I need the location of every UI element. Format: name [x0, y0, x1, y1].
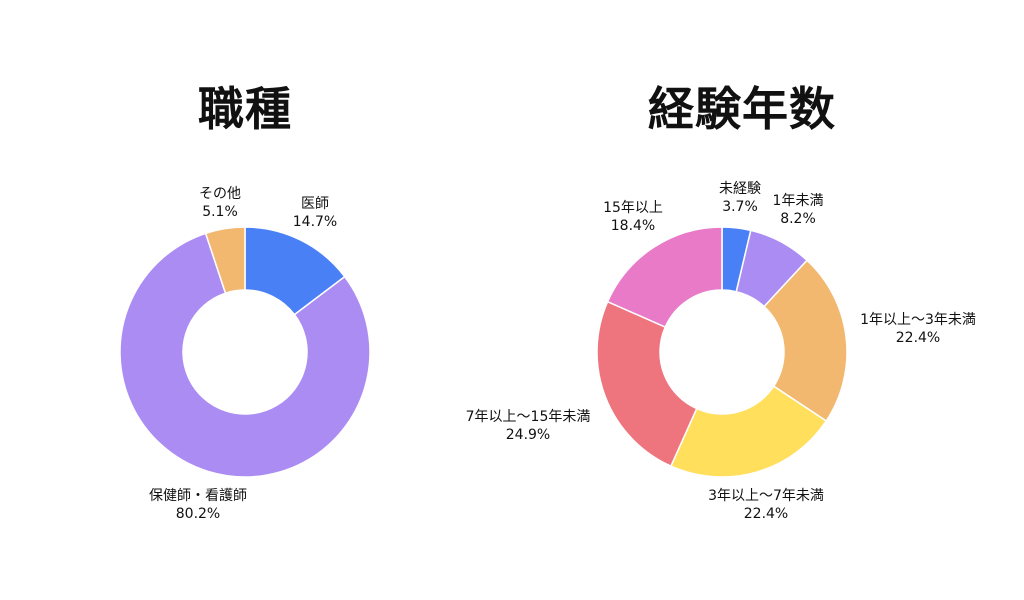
slice-label: その他 5.1% [199, 186, 241, 220]
pie-slice [606, 226, 723, 329]
slice-label: 未経験 3.7% [719, 181, 761, 215]
pie-slice [119, 232, 371, 478]
pie-slice [596, 300, 698, 468]
donut-chart-1: 未経験 3.7% 1年未満 8.2% 1年以上～3年未満 22.4% 3年以上～7年未満 22… [466, 181, 976, 522]
chart-title-occupation: 職種 [198, 82, 292, 136]
pie-slice [763, 259, 848, 422]
chart-title-experience: 経験年数 [648, 82, 836, 136]
donut-chart-0: 医師 14.7% 保健師・看護師 80.2% その他 5.1% [119, 186, 371, 522]
slice-label: 15年以上 18.4% [603, 200, 663, 234]
slice-label: 3年以上～7年未満 22.4% [708, 488, 824, 522]
slice-label: 1年未満 8.2% [773, 193, 824, 227]
slice-label: 7年以上～15年未満 24.9% [466, 409, 591, 443]
slice-label: 保健師・看護師 80.2% [149, 488, 247, 522]
slice-label: 医師 14.7% [293, 196, 337, 230]
pie-slice [204, 226, 246, 295]
pie-slice [669, 385, 828, 478]
slice-label: 1年以上～3年未満 22.4% [860, 312, 976, 346]
